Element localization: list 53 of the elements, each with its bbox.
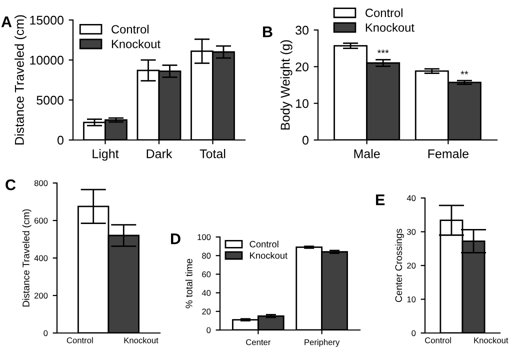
y-axis-title: % total time [185, 258, 192, 308]
x-tick-label: Male [354, 149, 380, 158]
chart-title: A [1, 16, 12, 28]
y-axis-title: Body Weight (g) [280, 40, 292, 130]
x-tick-label: Dark [146, 149, 172, 158]
legend-label: Control [366, 8, 402, 18]
y-tick-label: 60 [202, 271, 211, 278]
legend-label: Control [112, 24, 148, 34]
legend-label: Knockout [112, 39, 160, 48]
x-tick-label: Light [92, 149, 119, 161]
legend-label: Knockout [250, 252, 288, 259]
y-tick-label: 5000 [36, 96, 64, 105]
annotation: ** [460, 70, 468, 74]
y-tick-label: 0 [44, 330, 48, 336]
y-tick-label: 0 [302, 136, 308, 145]
y-tick-label: 20 [202, 308, 211, 314]
y-tick-label: 600 [34, 218, 48, 224]
x-tick-label: Knockout [124, 337, 158, 344]
y-tick-label: 15000 [30, 16, 64, 25]
y-tick-label: 40 [202, 290, 211, 296]
y-tick-label: 30 [296, 26, 308, 35]
y-tick-label: 800 [34, 180, 48, 186]
chart-title: B [263, 26, 272, 38]
x-tick-label: Control [425, 337, 451, 344]
y-tick-label: 80 [202, 252, 211, 259]
y-tick-label: 100 [198, 234, 211, 240]
y-tick-label: 40 [406, 195, 416, 202]
y-tick-label: 400 [34, 255, 48, 262]
legend-label: Control [250, 240, 278, 248]
y-tick-label: 0 [412, 330, 416, 336]
y-tick-label: 20 [296, 62, 308, 72]
chart-title: C [6, 179, 16, 190]
x-tick-label: Control [66, 337, 93, 344]
chart-title: D [171, 234, 180, 244]
y-tick-label: 20 [407, 262, 416, 269]
y-tick-label: 0 [206, 327, 211, 334]
x-tick-label: Periphery [304, 339, 340, 347]
y-axis-title: Distance Traveled (cm) [22, 209, 32, 306]
x-tick-label: Knockout [474, 337, 508, 344]
y-tick-label: 10000 [30, 56, 64, 65]
y-tick-label: 0 [58, 136, 64, 145]
y-tick-label: 10 [296, 99, 308, 108]
y-tick-label: 10 [407, 296, 416, 302]
chart-title: E [376, 194, 385, 206]
x-tick-label: Female [428, 149, 468, 158]
y-axis-title: Distance Traveled (cm) [14, 15, 26, 144]
y-tick-label: 200 [34, 292, 48, 299]
y-axis-title: Center Crossings [394, 228, 404, 302]
legend-label: Knockout [366, 23, 414, 32]
annotation: *** [377, 50, 389, 54]
x-tick-label: Center [246, 339, 271, 346]
x-tick-label: Total [200, 149, 226, 158]
y-tick-label: 30 [407, 228, 416, 235]
